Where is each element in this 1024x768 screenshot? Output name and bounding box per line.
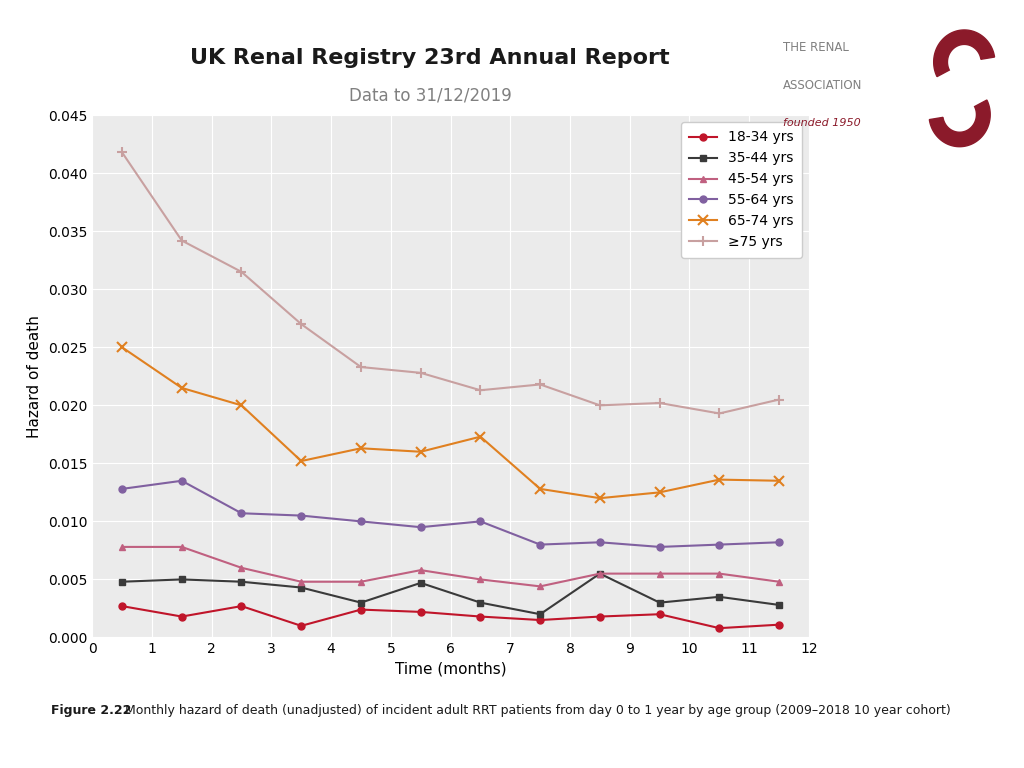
Line: 35-44 yrs: 35-44 yrs — [119, 570, 782, 617]
18-34 yrs — [535, 615, 547, 624]
Text: Figure 2.22: Figure 2.22 — [51, 704, 131, 717]
45-54 yrs — [474, 574, 486, 584]
55-64 yrs — [474, 517, 486, 526]
45-54 yrs — [415, 565, 427, 574]
18-34 yrs — [295, 621, 307, 631]
≥75 yrs — [535, 380, 547, 389]
45-54 yrs — [594, 569, 606, 578]
≥75 yrs — [474, 386, 486, 395]
65-74 yrs — [176, 383, 188, 392]
45-54 yrs — [354, 577, 367, 586]
Text: founded 1950: founded 1950 — [783, 118, 861, 128]
35-44 yrs — [535, 610, 547, 619]
Line: 18-34 yrs: 18-34 yrs — [119, 603, 782, 631]
18-34 yrs — [176, 612, 188, 621]
65-74 yrs — [773, 476, 785, 485]
≥75 yrs — [176, 236, 188, 245]
Text: ASSOCIATION: ASSOCIATION — [783, 79, 862, 92]
≥75 yrs — [713, 409, 725, 418]
X-axis label: Time (months): Time (months) — [394, 662, 507, 677]
Line: 65-74 yrs: 65-74 yrs — [117, 343, 784, 503]
Text: Data to 31/12/2019: Data to 31/12/2019 — [349, 87, 511, 105]
Text: UK Renal Registry 23rd Annual Report: UK Renal Registry 23rd Annual Report — [190, 48, 670, 68]
≥75 yrs — [116, 147, 128, 157]
45-54 yrs — [236, 563, 248, 572]
65-74 yrs — [354, 444, 367, 453]
65-74 yrs — [474, 432, 486, 442]
Legend: 18-34 yrs, 35-44 yrs, 45-54 yrs, 55-64 yrs, 65-74 yrs, ≥75 yrs: 18-34 yrs, 35-44 yrs, 45-54 yrs, 55-64 y… — [681, 122, 802, 257]
55-64 yrs — [653, 542, 666, 551]
55-64 yrs — [176, 476, 188, 485]
18-34 yrs — [773, 620, 785, 629]
≥75 yrs — [773, 395, 785, 404]
18-34 yrs — [236, 601, 248, 611]
≥75 yrs — [653, 399, 666, 408]
55-64 yrs — [773, 538, 785, 547]
35-44 yrs — [594, 569, 606, 578]
18-34 yrs — [354, 605, 367, 614]
65-74 yrs — [236, 401, 248, 410]
35-44 yrs — [116, 577, 128, 586]
55-64 yrs — [713, 540, 725, 549]
≥75 yrs — [236, 267, 248, 276]
55-64 yrs — [295, 511, 307, 520]
Text: Monthly hazard of death (unadjusted) of incident adult RRT patients from day 0 t: Monthly hazard of death (unadjusted) of … — [121, 704, 950, 717]
55-64 yrs — [415, 522, 427, 531]
18-34 yrs — [415, 607, 427, 617]
45-54 yrs — [295, 577, 307, 586]
65-74 yrs — [295, 456, 307, 465]
18-34 yrs — [474, 612, 486, 621]
35-44 yrs — [773, 601, 785, 610]
35-44 yrs — [713, 592, 725, 601]
≥75 yrs — [354, 362, 367, 372]
35-44 yrs — [653, 598, 666, 607]
Polygon shape — [930, 100, 990, 147]
45-54 yrs — [713, 569, 725, 578]
65-74 yrs — [116, 343, 128, 352]
35-44 yrs — [236, 577, 248, 586]
55-64 yrs — [594, 538, 606, 547]
Y-axis label: Hazard of death: Hazard of death — [28, 315, 42, 438]
Text: THE RENAL: THE RENAL — [783, 41, 849, 54]
18-34 yrs — [594, 612, 606, 621]
35-44 yrs — [176, 574, 188, 584]
18-34 yrs — [713, 624, 725, 633]
55-64 yrs — [535, 540, 547, 549]
45-54 yrs — [653, 569, 666, 578]
45-54 yrs — [773, 577, 785, 586]
65-74 yrs — [535, 485, 547, 494]
Line: ≥75 yrs: ≥75 yrs — [117, 147, 784, 419]
35-44 yrs — [354, 598, 367, 607]
35-44 yrs — [474, 598, 486, 607]
65-74 yrs — [653, 488, 666, 497]
65-74 yrs — [415, 447, 427, 456]
35-44 yrs — [295, 583, 307, 592]
≥75 yrs — [295, 319, 307, 329]
45-54 yrs — [116, 542, 128, 551]
18-34 yrs — [116, 601, 128, 611]
≥75 yrs — [594, 401, 606, 410]
Line: 55-64 yrs: 55-64 yrs — [119, 477, 782, 551]
Line: 45-54 yrs: 45-54 yrs — [119, 544, 782, 590]
35-44 yrs — [415, 578, 427, 588]
55-64 yrs — [236, 508, 248, 518]
55-64 yrs — [354, 517, 367, 526]
65-74 yrs — [713, 475, 725, 484]
65-74 yrs — [594, 494, 606, 503]
45-54 yrs — [176, 542, 188, 551]
≥75 yrs — [415, 368, 427, 377]
55-64 yrs — [116, 485, 128, 494]
18-34 yrs — [653, 610, 666, 619]
Polygon shape — [934, 30, 994, 77]
45-54 yrs — [535, 582, 547, 591]
